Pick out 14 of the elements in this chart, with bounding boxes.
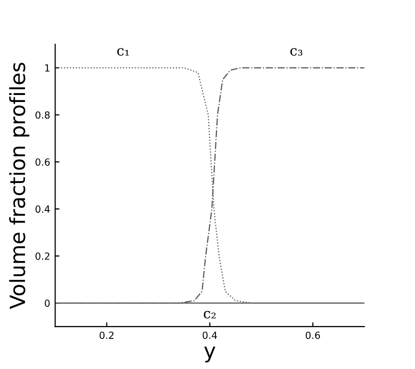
y-tick-label: 1 — [45, 64, 50, 72]
series-label: c₃ — [290, 48, 302, 56]
y-tick-label: 0.2 — [36, 252, 50, 260]
series-label: c₁ — [117, 48, 129, 56]
y-axis-title: Volume fraction profiles — [9, 62, 30, 309]
x-tick-label: 0.4 — [202, 332, 217, 339]
y-tick-label: 0 — [44, 300, 50, 307]
x-axis-title: y — [204, 346, 216, 362]
x-tick-label: 0.6 — [306, 332, 320, 339]
y-tick-label: 0.4 — [36, 205, 50, 213]
x-tick-label: 0.2 — [100, 332, 114, 339]
series-label: c₂ — [204, 310, 216, 318]
y-tick-label: 0.6 — [36, 158, 50, 166]
y-tick-label: 0.8 — [36, 111, 50, 119]
